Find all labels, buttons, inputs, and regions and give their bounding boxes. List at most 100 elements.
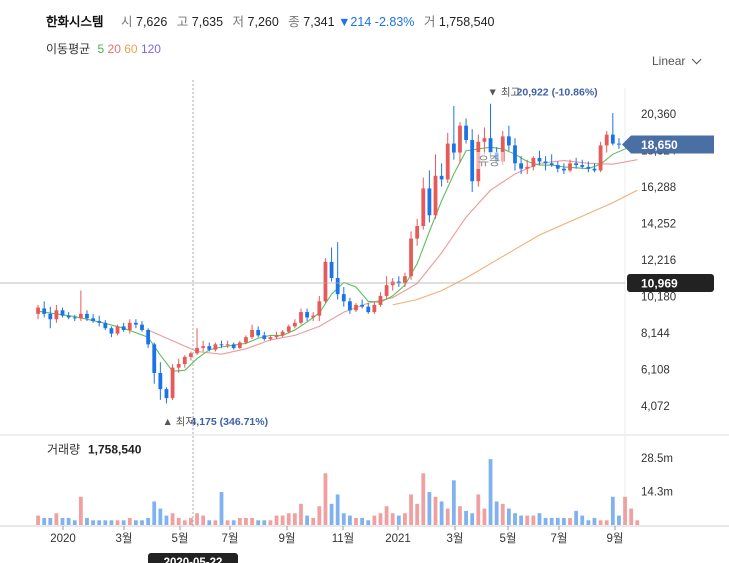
volume-bar bbox=[274, 515, 279, 525]
volume-bar bbox=[176, 517, 181, 525]
volume-bar bbox=[213, 520, 218, 525]
ma5-line bbox=[38, 143, 638, 372]
volume-bar bbox=[152, 501, 157, 525]
volume-bar bbox=[610, 496, 615, 525]
candle-body bbox=[341, 294, 346, 302]
candle-body bbox=[384, 285, 389, 296]
scale-toggle[interactable]: Linear bbox=[652, 54, 702, 68]
volume-bar bbox=[237, 517, 242, 525]
candle-body bbox=[531, 157, 536, 167]
candle-body bbox=[42, 308, 47, 314]
candle-body bbox=[476, 141, 481, 182]
candle-body bbox=[488, 138, 493, 153]
crosshair-date-value: 2020-05-22 bbox=[164, 557, 223, 563]
candle-body bbox=[610, 134, 615, 144]
candle-body bbox=[439, 175, 444, 180]
volume-bar bbox=[543, 517, 548, 525]
candle-body bbox=[372, 304, 377, 313]
x-tick-label: 3월 bbox=[116, 532, 133, 545]
volume-bar bbox=[146, 517, 151, 525]
candle-body bbox=[598, 145, 603, 171]
candle-body bbox=[354, 304, 358, 311]
candle-body bbox=[323, 261, 328, 302]
ma-20[interactable]: 20 bbox=[107, 42, 121, 56]
volume-bar bbox=[189, 517, 193, 525]
volume-bar bbox=[164, 515, 169, 525]
candle-body bbox=[329, 261, 334, 279]
volume-bar bbox=[451, 480, 456, 525]
candle-body bbox=[85, 313, 89, 319]
low-label: 저 bbox=[232, 15, 245, 29]
candle-body bbox=[256, 329, 261, 336]
candle-body bbox=[470, 139, 475, 182]
candle-body bbox=[36, 307, 40, 314]
ma-5[interactable]: 5 bbox=[97, 42, 105, 56]
candle-body bbox=[292, 322, 297, 327]
volume-bar bbox=[140, 520, 144, 525]
volume-bar bbox=[231, 520, 236, 525]
event-tag-bg bbox=[474, 152, 504, 169]
candle-body bbox=[48, 313, 53, 320]
volume-bar bbox=[500, 503, 505, 525]
candle-body bbox=[592, 168, 597, 171]
volume-bar bbox=[225, 520, 230, 525]
volume-bar bbox=[623, 496, 627, 525]
crosshair-price-value: 10,969 bbox=[641, 277, 678, 291]
high-value: 7,635 bbox=[191, 15, 224, 29]
candle-body bbox=[231, 344, 236, 348]
low-annotation-value: 4,175 (346.71%) bbox=[190, 416, 268, 428]
candle-body bbox=[280, 331, 285, 336]
volume-bar bbox=[280, 515, 285, 525]
volume-bar bbox=[115, 520, 120, 525]
volume-bar bbox=[604, 520, 609, 525]
candle-body bbox=[115, 326, 120, 334]
volume-label: 거 bbox=[423, 15, 436, 29]
candle-body bbox=[213, 344, 218, 350]
price-tick-label: 4,072 bbox=[641, 401, 670, 413]
candle-body bbox=[146, 329, 151, 345]
candle-body bbox=[201, 346, 206, 348]
volume-bar bbox=[54, 513, 59, 525]
stock-header: 한화시스템 시 7,626 고 7,635 저 7,260 종 7,341 ▼2… bbox=[46, 11, 494, 30]
volume-bar bbox=[409, 494, 413, 525]
candle-body bbox=[274, 335, 279, 338]
candle-body bbox=[348, 301, 352, 311]
volume-bar bbox=[78, 496, 83, 525]
candle-body bbox=[586, 166, 591, 169]
candle-body bbox=[409, 238, 413, 277]
candle-body bbox=[317, 301, 322, 316]
price-tick-label: 18,324 bbox=[641, 145, 677, 157]
price-tick-label: 8,144 bbox=[641, 328, 670, 340]
volume-tick-label: 28.5m bbox=[641, 453, 673, 465]
volume-bar bbox=[384, 506, 389, 525]
high-label: 고 bbox=[176, 15, 189, 29]
volume-bar bbox=[427, 492, 432, 525]
volume-bar bbox=[341, 513, 346, 525]
candle-body bbox=[72, 317, 77, 319]
x-tick-label: 11월 bbox=[332, 532, 355, 545]
candle-body bbox=[360, 304, 365, 307]
volume-bar bbox=[586, 520, 591, 525]
volume-bar bbox=[494, 501, 499, 525]
volume-bar bbox=[470, 513, 475, 525]
price-tick-label: 10,180 bbox=[641, 291, 676, 303]
candle-body bbox=[195, 347, 199, 354]
x-tick-label: 7월 bbox=[551, 532, 568, 545]
ma-120[interactable]: 120 bbox=[140, 42, 161, 56]
candle-body bbox=[225, 344, 230, 346]
volume-bar bbox=[60, 517, 65, 525]
low-annotation-label: ▲ 최저 bbox=[162, 416, 195, 428]
volume-bar bbox=[488, 459, 493, 525]
candle-body bbox=[176, 364, 181, 368]
volume-bar bbox=[48, 517, 53, 525]
volume-bar bbox=[335, 494, 340, 525]
volume-bar bbox=[360, 517, 365, 525]
candle-body bbox=[54, 310, 59, 320]
volume-bar bbox=[506, 508, 511, 525]
ma-60[interactable]: 60 bbox=[124, 42, 138, 56]
volume-bar bbox=[562, 517, 566, 525]
candle-body bbox=[555, 165, 560, 169]
volume-bar bbox=[537, 513, 542, 525]
volume-bar bbox=[36, 515, 40, 525]
